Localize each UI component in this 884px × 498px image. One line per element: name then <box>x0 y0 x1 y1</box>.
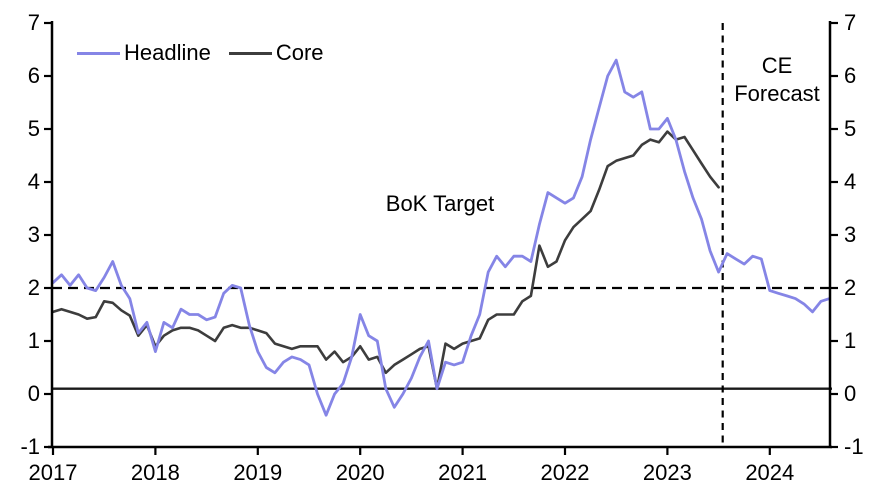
legend-item-core: Core <box>228 40 324 66</box>
chart-legend: Headline Core <box>77 40 324 66</box>
y-tick-label-left: 4 <box>28 169 40 194</box>
legend-label-core: Core <box>275 40 324 65</box>
y-tick-label-left: 3 <box>28 222 40 247</box>
x-tick-label: 2019 <box>233 460 282 485</box>
y-tick-label-left: 2 <box>28 275 40 300</box>
y-tick-label-right: 7 <box>844 10 856 35</box>
y-tick-label-right: 0 <box>844 381 856 406</box>
legend-item-headline: Headline <box>77 40 211 66</box>
legend-label-headline: Headline <box>124 40 211 65</box>
y-tick-label-right: -1 <box>844 434 864 459</box>
headline-line <box>51 58 831 417</box>
x-tick-label: 2023 <box>643 460 692 485</box>
y-tick-label-right: 1 <box>844 328 856 353</box>
y-tick-label-right: 2 <box>844 275 856 300</box>
legend-swatch-core <box>228 51 272 55</box>
y-tick-label-left: 1 <box>28 328 40 353</box>
x-tick-label: 2017 <box>29 460 78 485</box>
core-line <box>51 130 720 391</box>
y-tick-label-right: 4 <box>844 169 856 194</box>
y-tick-label-left: 6 <box>28 63 40 88</box>
x-tick-label: 2022 <box>541 460 590 485</box>
y-tick-label-right: 6 <box>844 63 856 88</box>
x-tick-label: 2020 <box>336 460 385 485</box>
x-tick-label: 2024 <box>745 460 794 485</box>
y-tick-label-left: 5 <box>28 116 40 141</box>
y-tick-label-right: 5 <box>844 116 856 141</box>
legend-swatch-headline <box>77 51 120 55</box>
y-tick-label-left: -1 <box>20 434 40 459</box>
x-tick-label: 2018 <box>131 460 180 485</box>
y-tick-label-left: 7 <box>28 10 40 35</box>
y-tick-label-right: 3 <box>844 222 856 247</box>
y-tick-label-left: 0 <box>28 381 40 406</box>
x-tick-label: 2021 <box>438 460 487 485</box>
